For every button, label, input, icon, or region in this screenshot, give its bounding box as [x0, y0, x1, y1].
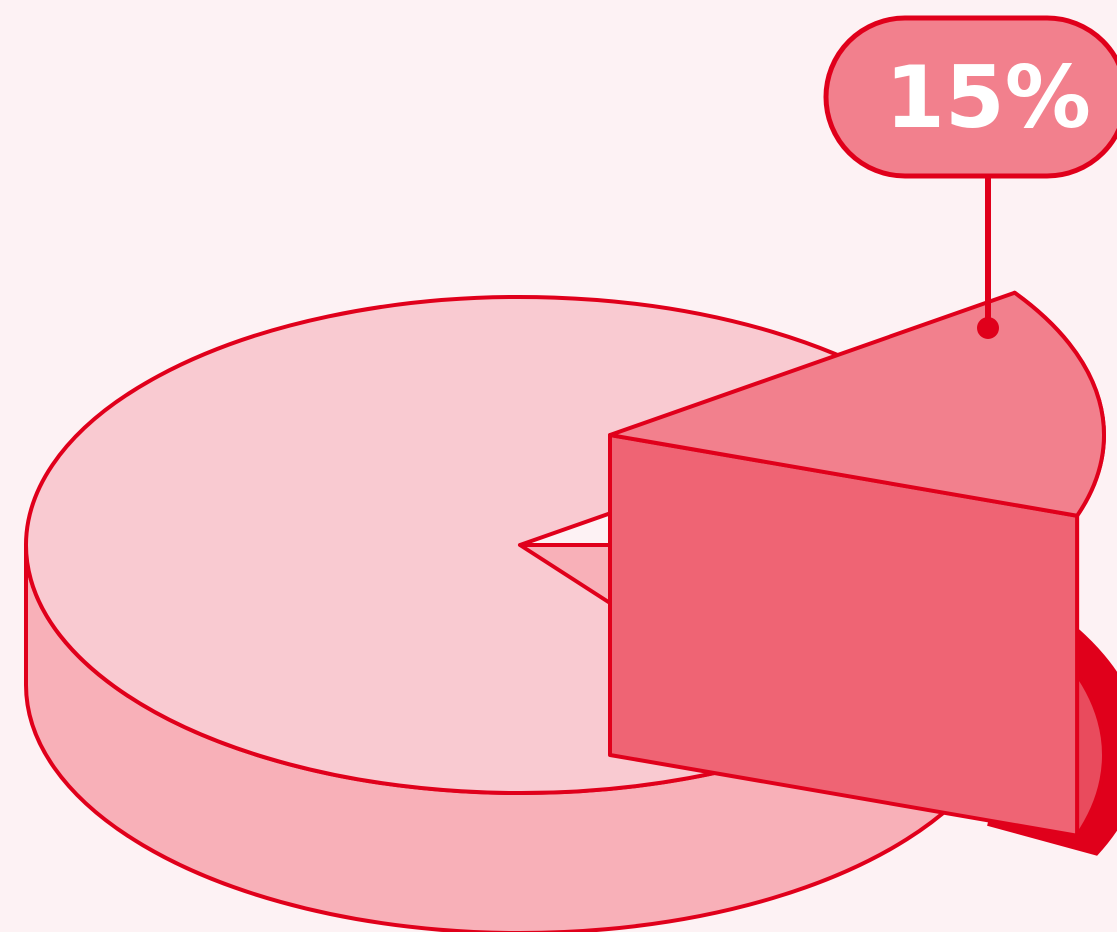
- callout-anchor-dot: [977, 317, 999, 339]
- slice-percent-label: 15%: [885, 48, 1091, 148]
